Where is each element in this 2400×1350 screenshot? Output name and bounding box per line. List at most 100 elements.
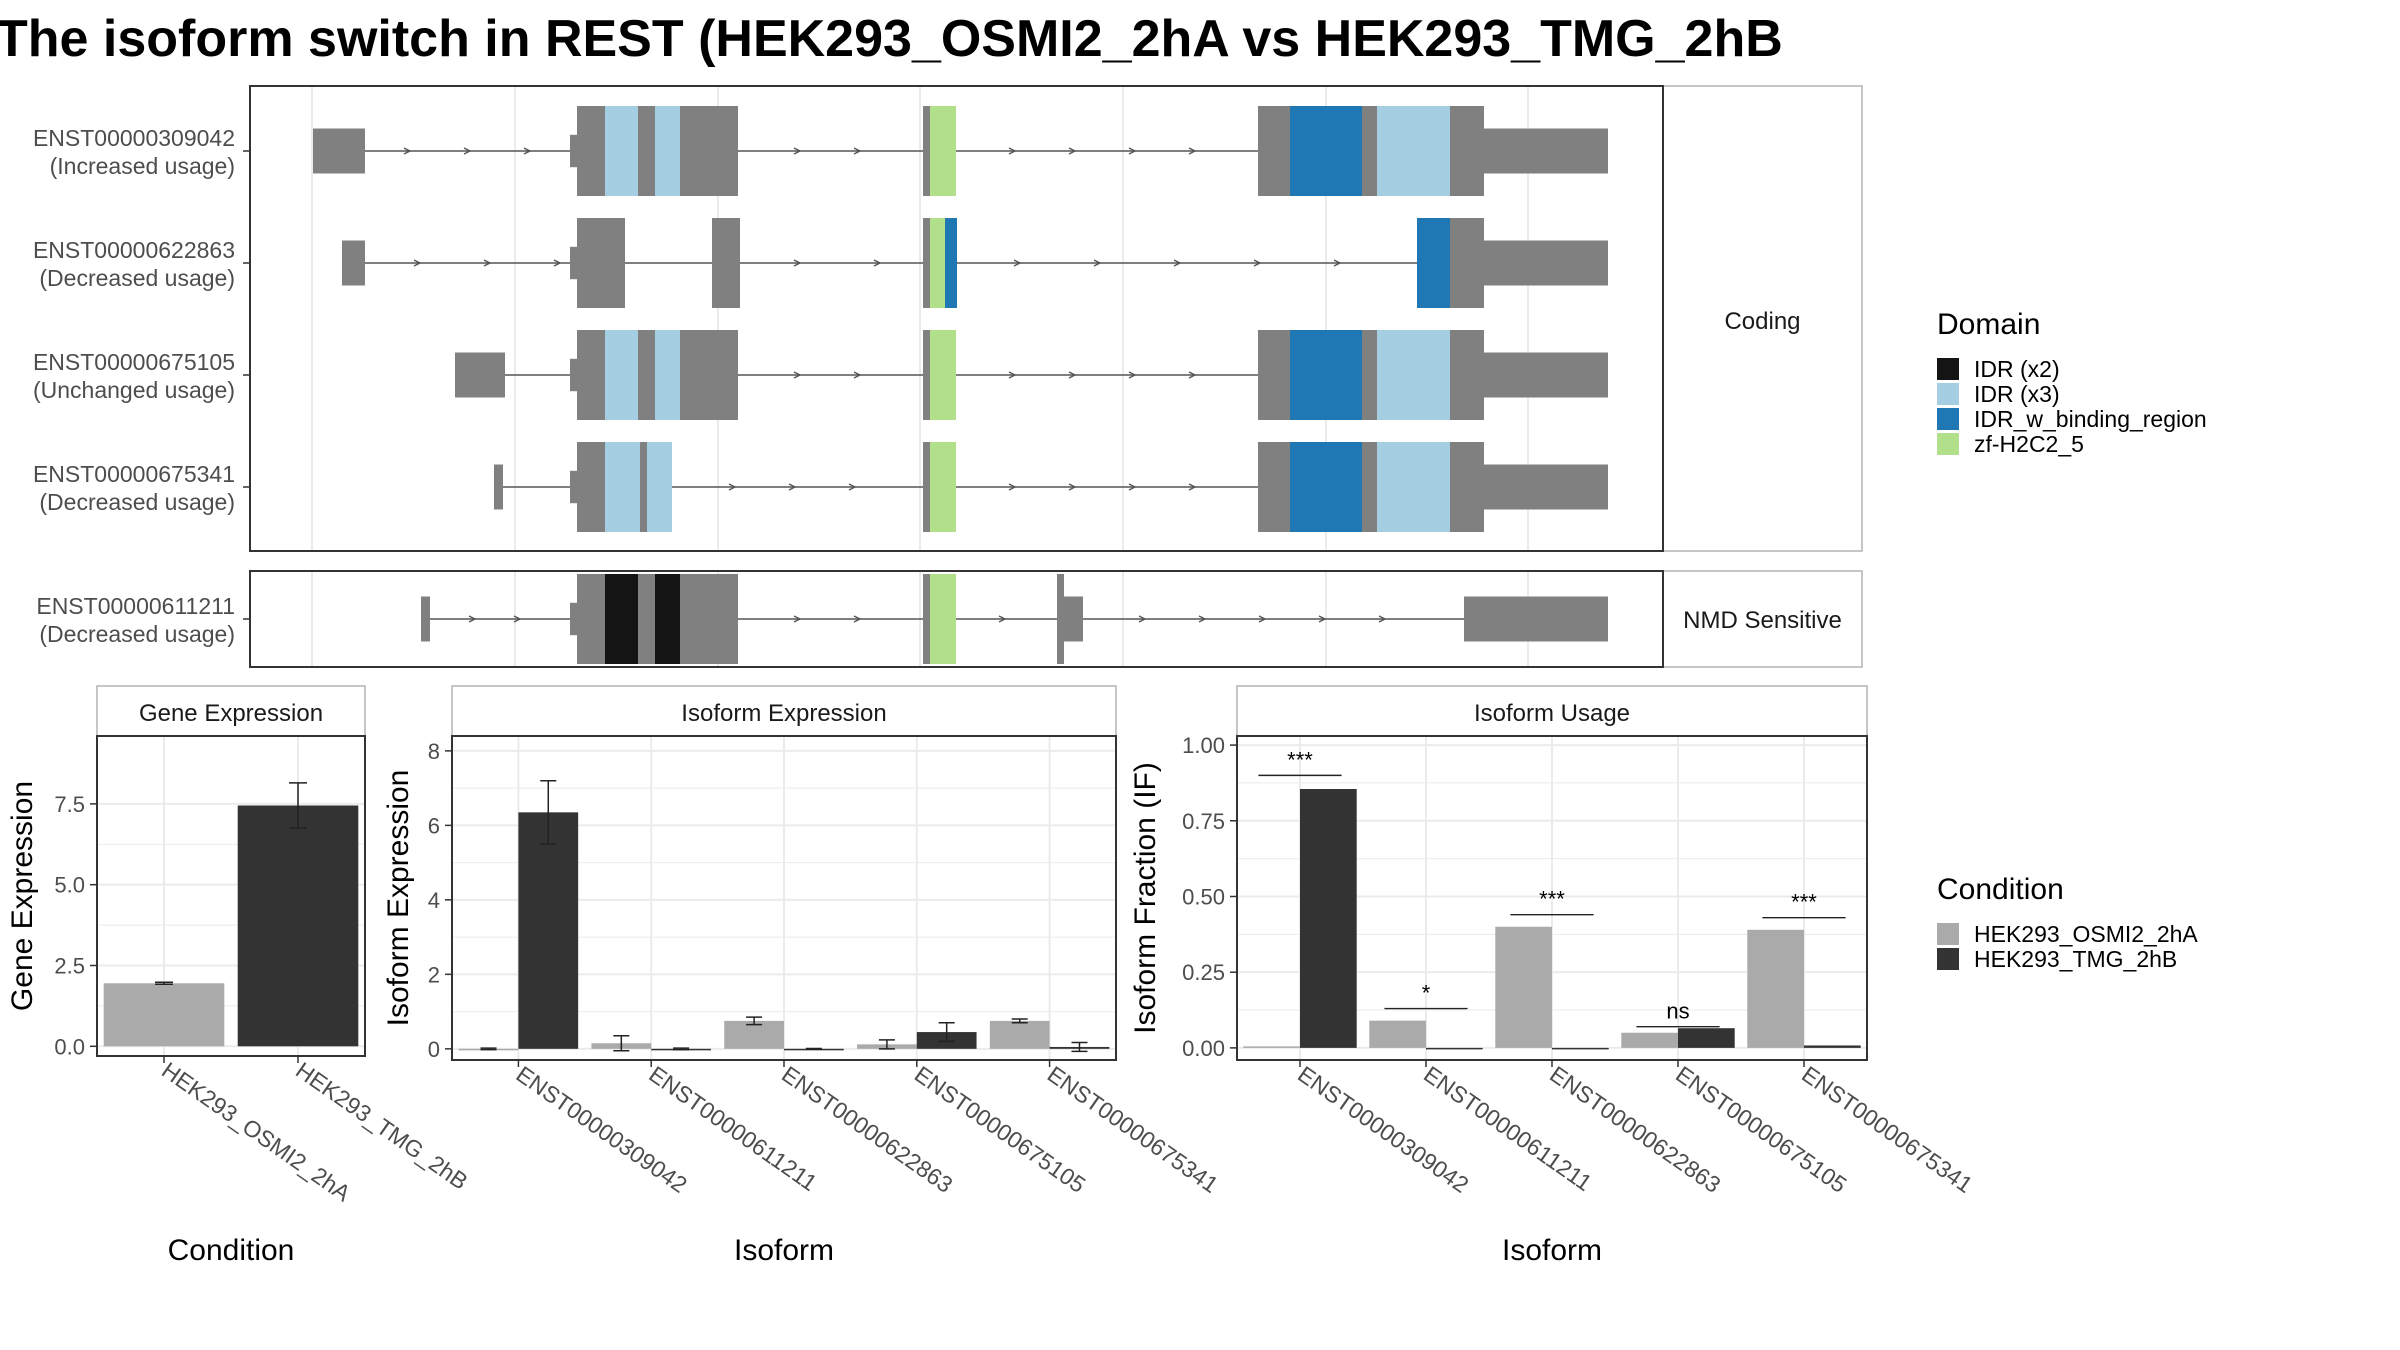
y-tick-label: 1.00 [1182,733,1225,758]
transcript-ENST00000309042: ENST00000309042(Increased usage) [33,106,1608,196]
direction-arrow [1128,147,1137,155]
facet-panel-border [249,85,1664,552]
exon-block [570,246,577,280]
direction-arrow [1093,259,1102,267]
transcript-ENST00000611211: ENST00000611211(Decreased usage) [36,574,1608,664]
direction-arrow [1198,615,1207,623]
direction-arrow [1128,483,1137,491]
direction-arrow [413,259,422,267]
exon-block [1258,330,1290,420]
exon-block [1362,330,1377,420]
direction-arrow [1068,147,1077,155]
transcript-id-label: ENST00000675341 [33,461,235,487]
significance-label: *** [1287,747,1313,772]
direction-arrow [468,615,477,623]
y-axis-title: Isoform Expression [382,770,415,1027]
direction-arrow [1333,259,1342,267]
domain-block-zf-h2c2-5 [930,574,956,664]
direction-arrow [1188,371,1197,379]
exon-block [638,330,655,420]
significance-label: *** [1539,887,1565,912]
exon-block [577,218,625,308]
domain_legend-legend-label: IDR_w_binding_region [1974,406,2207,432]
direction-arrow [1253,259,1262,267]
facet-strip [1662,85,1863,552]
bar [1747,929,1804,1048]
direction-arrow [788,483,797,491]
domain-block-idr-w-binding-region [945,218,957,308]
domain-block-idr-x3 [605,106,638,196]
exon-block [638,574,655,664]
exon-block [1450,442,1484,532]
exon-block [680,330,738,420]
direction-arrow [463,147,472,155]
exon-block [1450,330,1484,420]
y-tick-label: 0.0 [54,1034,85,1059]
transcript-id-label: ENST00000675105 [33,349,235,375]
exon-block [494,464,503,510]
domain_legend-legend-label: IDR (x3) [1974,381,2060,407]
exon-block [1362,106,1377,196]
direction-arrow [1318,615,1327,623]
y-tick-label: 2 [428,962,440,987]
direction-arrow [1008,371,1017,379]
isoform-usage-panel: Isoform Usage0.000.250.500.751.00*******… [1129,685,1978,1267]
direction-arrow [1258,615,1267,623]
direction-arrow [1008,483,1017,491]
panel-strip [451,685,1117,737]
y-tick-label: 2.5 [54,953,85,978]
y-tick-label: 5.0 [54,873,85,898]
domain-block-idr-x3 [605,330,638,420]
domain-block-idr-x2 [655,574,680,664]
significance-label: *** [1791,890,1817,915]
y-axis-title: Isoform Fraction (IF) [1129,762,1162,1034]
direction-arrow [1068,371,1077,379]
direction-arrow [793,259,802,267]
y-tick-label: 0.00 [1182,1036,1225,1061]
exon-block [923,574,930,664]
domain-block-idr-w-binding-region [1290,106,1362,196]
domain-block-idr-x3 [655,106,680,196]
direction-arrow [553,259,562,267]
domain_legend-legend-swatch [1937,383,1959,405]
direction-arrow [793,371,802,379]
exon-block [313,128,365,174]
bar [237,805,359,1047]
exon-block [577,574,605,664]
direction-arrow [1173,259,1182,267]
direction-arrow [1188,483,1197,491]
domain-block-idr-w-binding-region [1290,330,1362,420]
y-tick-label: 8 [428,739,440,764]
exon-block [1450,218,1484,308]
domain-block-idr-w-binding-region [1290,442,1362,532]
direction-arrow [523,147,532,155]
direction-arrow [848,483,857,491]
direction-arrow [1008,147,1017,155]
panel-title: Isoform Usage [1474,700,1630,727]
transcript-id-label: ENST00000611211 [36,593,235,619]
facet-strip [1662,570,1863,668]
exon-block [577,330,605,420]
exon-block [923,442,930,532]
legends: Domain IDR (x2)IDR (x3)IDR_w_binding_regi… [1937,308,2207,972]
exon-block [342,240,365,286]
exon-block [577,442,605,532]
bar [1552,1047,1609,1050]
direction-arrow [1128,371,1137,379]
domain_legend-legend-swatch [1937,433,1959,455]
domain-block-idr-w-binding-region [1417,218,1450,308]
panel-title: Isoform Expression [681,700,886,727]
condition_legend-legend-swatch [1937,923,1959,945]
domain-block-idr-x3 [647,442,672,532]
domain-block-idr-x3 [605,442,640,532]
domain-block-idr-x3 [1377,330,1450,420]
domain_legend-legend-swatch [1937,408,1959,430]
facet-label: Coding [1724,308,1800,335]
transcript-id-label: ENST00000622863 [33,237,235,263]
direction-arrow [853,147,862,155]
domain-block-zf-h2c2-5 [930,330,956,420]
exon-block [680,574,738,664]
transcript-usage-label: (Decreased usage) [39,621,235,647]
direction-arrow [403,147,412,155]
